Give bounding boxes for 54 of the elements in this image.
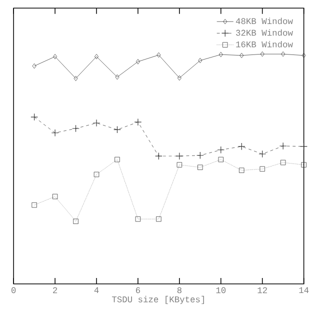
point (114, 126, 121, 134)
x-tick-label: 10 (216, 287, 226, 294)
point (279, 142, 287, 150)
x-tick-label: 8 (177, 287, 182, 294)
point (72, 124, 80, 132)
point (94, 54, 99, 60)
legend-label: 32KB Window (236, 29, 293, 36)
x-tick-label: 14 (299, 287, 309, 293)
point (198, 58, 202, 64)
x-axis-title: TSDU size [KBytes] (112, 296, 204, 304)
point (260, 51, 264, 57)
x-tick-label: 2 (53, 287, 58, 294)
point (155, 152, 162, 160)
point (218, 52, 223, 58)
point (156, 52, 161, 58)
point (218, 156, 224, 162)
point (156, 216, 162, 222)
point (196, 152, 204, 160)
point (301, 162, 306, 168)
x-tick-label: 12 (258, 287, 267, 294)
point (136, 59, 140, 64)
point (135, 216, 141, 222)
point (134, 118, 142, 126)
point (52, 194, 58, 200)
point (51, 129, 59, 137)
point (176, 152, 184, 160)
point (177, 75, 182, 81)
point (240, 52, 244, 58)
point (73, 218, 78, 224)
point (260, 166, 265, 172)
legend-label: 48KB Window (236, 18, 293, 24)
point (94, 172, 100, 178)
point (239, 168, 244, 173)
point (281, 51, 286, 57)
point (217, 146, 225, 154)
x-tick-label: 4 (94, 287, 99, 293)
point (176, 162, 182, 168)
x-tick-label: 6 (136, 287, 140, 294)
legend-label: 16KB Window (236, 40, 293, 48)
point (114, 156, 120, 162)
point (30, 113, 38, 121)
point (198, 164, 203, 170)
point (92, 119, 100, 127)
point (300, 142, 308, 150)
point (53, 54, 58, 60)
point (258, 150, 266, 158)
x-tick-label: 0 (12, 287, 16, 294)
point (280, 160, 286, 166)
point (115, 74, 120, 80)
point (74, 76, 78, 82)
point (238, 142, 246, 150)
point (32, 202, 37, 208)
point (302, 52, 306, 58)
point (32, 63, 36, 69)
